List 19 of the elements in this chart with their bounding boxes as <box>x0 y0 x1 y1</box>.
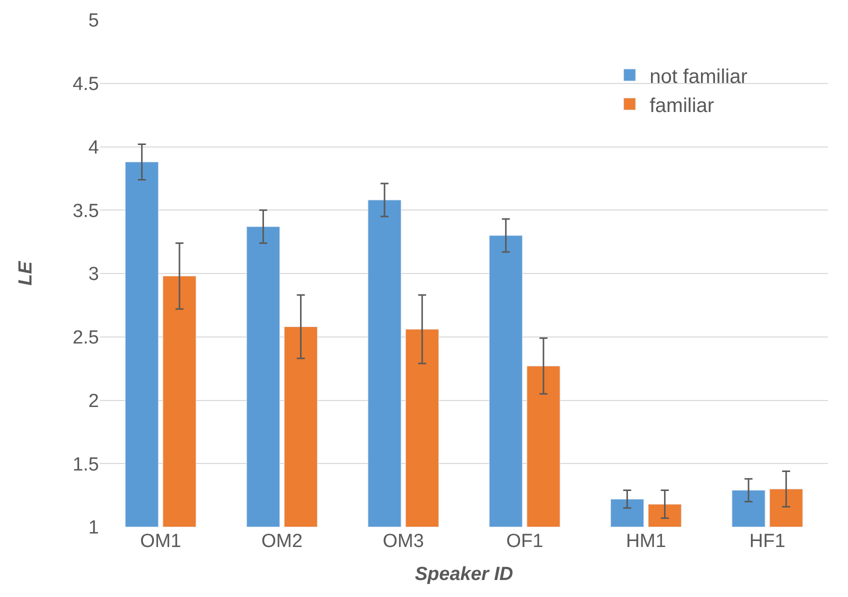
y-tick-label: 1.5 <box>72 454 99 476</box>
y-tick-label: 3.5 <box>72 200 99 222</box>
x-tick-label: OM1 <box>140 531 182 552</box>
x-tick-label: OM2 <box>261 531 303 552</box>
x-tick-label: HM1 <box>626 531 666 552</box>
y-tick-label: 4.5 <box>72 74 99 96</box>
x-tick-label: HF1 <box>749 531 786 552</box>
y-tick-label: 1 <box>88 518 99 539</box>
legend-label: familiar <box>650 94 714 117</box>
y-tick-label: 5 <box>88 10 99 32</box>
y-axis-title: LE <box>15 260 36 286</box>
y-tick-label: 2.5 <box>72 328 99 349</box>
x-tick-label: OM3 <box>382 531 424 552</box>
y-tick-label: 4 <box>88 137 100 158</box>
x-axis-title: Speaker ID <box>414 564 514 585</box>
y-tick-label: 3 <box>88 264 99 286</box>
y-tick-label: 2 <box>88 390 99 412</box>
legend-label: not familiar <box>650 66 748 88</box>
x-tick-label: OF1 <box>506 531 544 552</box>
